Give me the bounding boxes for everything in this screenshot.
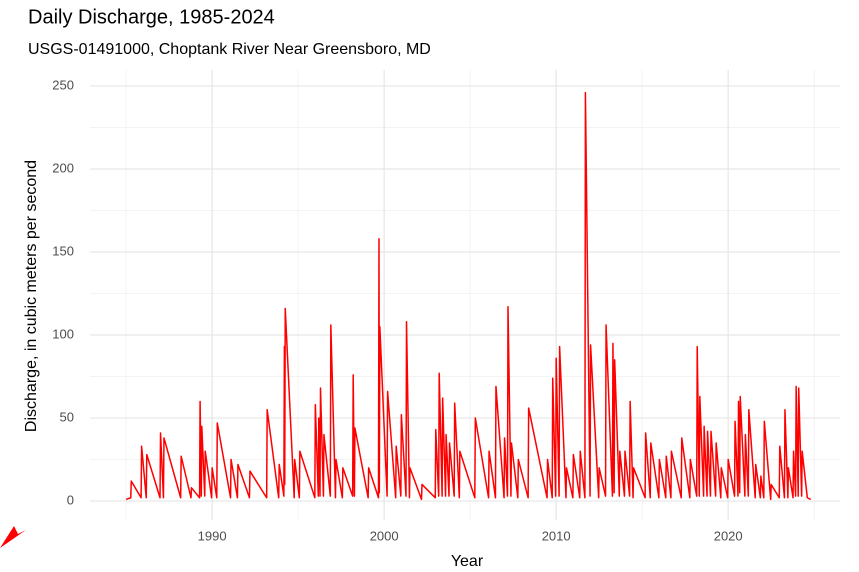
x-tick-label: 2020 (714, 528, 743, 543)
cursor-arrow (0, 526, 26, 548)
y-tick-label: 200 (52, 160, 74, 175)
x-tick-label: 2010 (542, 528, 571, 543)
y-tick-label: 250 (52, 77, 74, 92)
y-tick-label: 50 (60, 409, 74, 424)
chart-subtitle: USGS-01491000, Choptank River Near Green… (28, 41, 431, 58)
x-axis-label: Year (451, 553, 484, 570)
y-tick-label: 150 (52, 243, 74, 258)
y-tick-label: 100 (52, 326, 74, 341)
y-tick-label: 0 (67, 493, 74, 508)
x-tick-label: 1990 (198, 528, 227, 543)
chart-title: Daily Discharge, 1985-2024 (28, 6, 275, 28)
data-line (125, 91, 812, 501)
x-tick-label: 2000 (370, 528, 399, 543)
y-axis-label: Discharge, in cubic meters per second (23, 160, 40, 432)
